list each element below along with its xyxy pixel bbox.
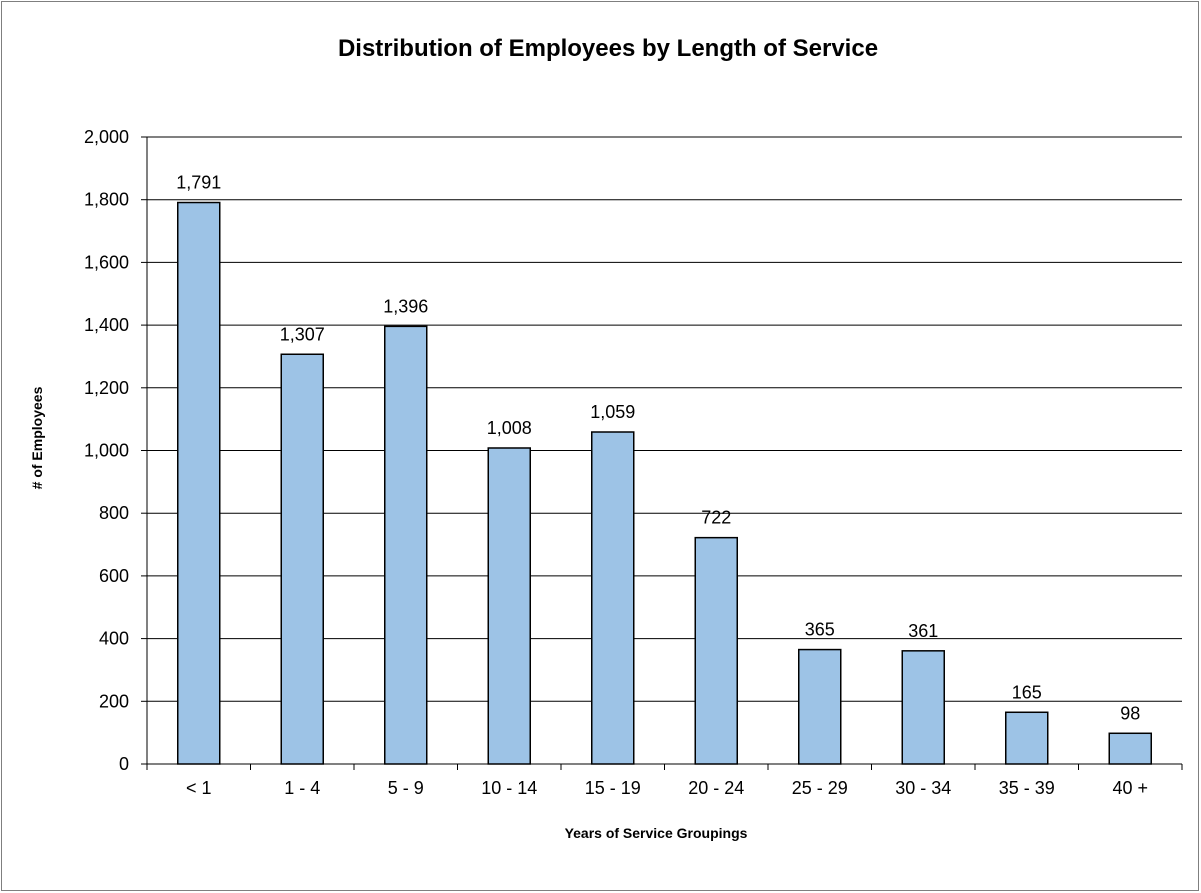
y-axis-title: # of Employees <box>29 386 45 489</box>
bar <box>1005 711 1049 765</box>
bars <box>177 201 1152 765</box>
x-tick-label: 1 - 4 <box>284 778 320 798</box>
bar <box>177 201 221 765</box>
x-tick-label: 20 - 24 <box>688 778 744 798</box>
bar <box>384 325 428 765</box>
x-tick-label: 5 - 9 <box>388 778 424 798</box>
y-tick-label: 1,200 <box>84 378 129 398</box>
data-label: 1,059 <box>590 402 635 422</box>
bar <box>798 648 842 765</box>
x-tick-label: < 1 <box>186 778 212 798</box>
bar <box>280 353 324 765</box>
y-tick-label: 2,000 <box>84 127 129 147</box>
data-label: 1,307 <box>280 324 325 344</box>
y-tick-label: 1,600 <box>84 252 129 272</box>
x-tick-label: 10 - 14 <box>481 778 537 798</box>
y-tick-label: 1,000 <box>84 441 129 461</box>
data-label: 361 <box>908 621 938 641</box>
x-axis-title: Years of Service Groupings <box>565 825 748 841</box>
y-tick-label: 1,800 <box>84 190 129 210</box>
x-tick-label: 30 - 34 <box>895 778 951 798</box>
x-tick-label: 40 + <box>1112 778 1148 798</box>
bar <box>694 536 738 765</box>
data-label: 722 <box>701 508 731 528</box>
data-label: 365 <box>805 620 835 640</box>
y-tick-label: 800 <box>99 503 129 523</box>
data-label: 1,791 <box>176 173 221 193</box>
y-tick-labels: 0 200 400 600 800 1,000 1,200 1,400 1,600 1,800 2,… <box>84 127 129 774</box>
x-tick-label: 15 - 19 <box>585 778 641 798</box>
data-label: 1,008 <box>487 418 532 438</box>
data-label: 1,396 <box>383 296 428 316</box>
y-tick-label: 600 <box>99 566 129 586</box>
bar <box>901 650 945 765</box>
y-tick-label: 0 <box>119 754 129 774</box>
data-label: 165 <box>1012 682 1042 702</box>
bar <box>487 447 531 765</box>
chart-title: Distribution of Employees by Length of S… <box>338 35 878 62</box>
y-tick-label: 200 <box>99 691 129 711</box>
axes <box>141 136 1183 770</box>
y-tick-label: 400 <box>99 629 129 649</box>
x-tick-label: 35 - 39 <box>999 778 1055 798</box>
x-tick-label: 25 - 29 <box>792 778 848 798</box>
bar <box>591 431 635 765</box>
bar <box>1108 732 1152 765</box>
data-label: 98 <box>1120 703 1140 723</box>
y-tick-label: 1,400 <box>84 315 129 335</box>
x-tick-labels: < 1 1 - 4 5 - 9 10 - 14 15 - 19 20 - 24 25 - 2… <box>186 778 1148 798</box>
data-labels: 1,791 1,307 1,396 1,008 1,059 722 365 361 165 98 <box>176 173 1140 724</box>
